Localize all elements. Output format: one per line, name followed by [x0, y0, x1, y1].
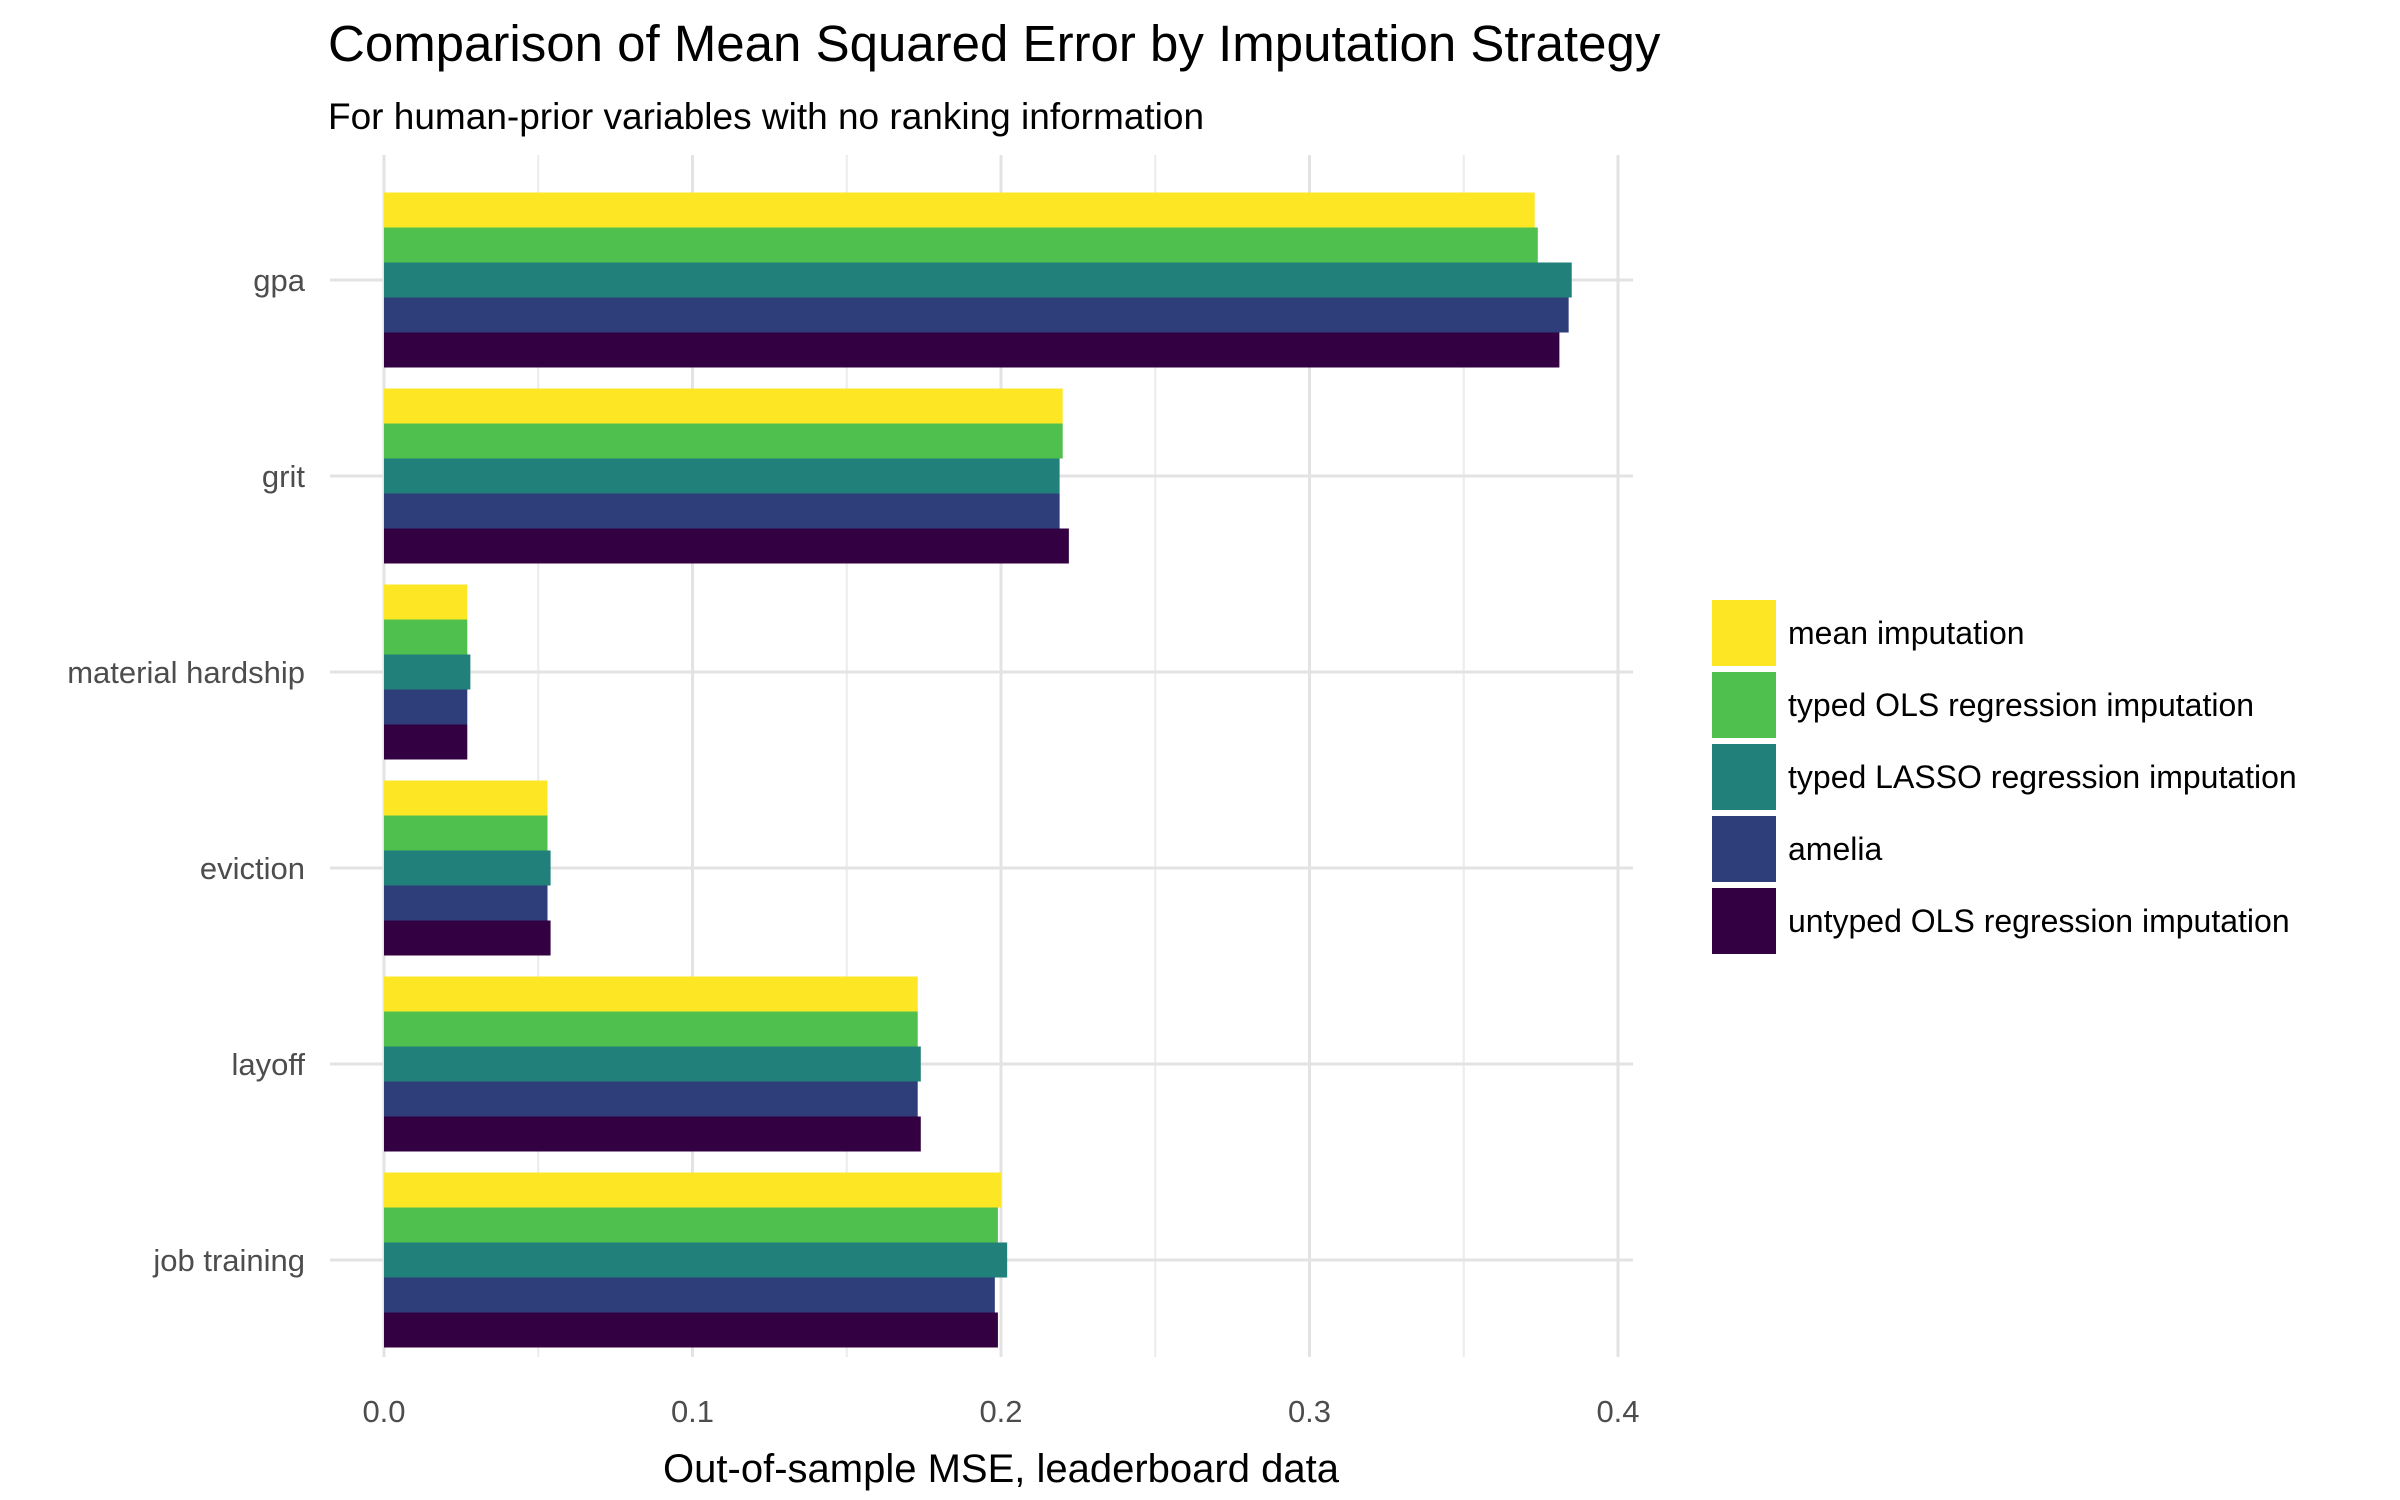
- legend-label: typed LASSO regression imputation: [1788, 759, 2297, 795]
- bar: [384, 780, 548, 816]
- legend-key: [1712, 672, 1776, 738]
- bar: [384, 262, 1572, 298]
- bar: [384, 192, 1535, 228]
- x-tick-label: 0.0: [362, 1394, 405, 1429]
- bar: [384, 1011, 918, 1047]
- legend-label: typed OLS regression imputation: [1788, 687, 2254, 723]
- x-tick-label: 0.2: [979, 1394, 1022, 1429]
- chart-title: Comparison of Mean Squared Error by Impu…: [328, 15, 1661, 72]
- bar: [384, 528, 1069, 564]
- bar: [384, 1207, 998, 1243]
- bar: [384, 1277, 995, 1313]
- y-tick-label: gpa: [253, 263, 305, 298]
- bar: [384, 458, 1060, 494]
- bar: [384, 689, 468, 725]
- bar: [384, 332, 1560, 368]
- bar: [384, 493, 1060, 529]
- bar: [384, 619, 468, 655]
- bar: [384, 388, 1063, 424]
- y-tick-label: job training: [152, 1243, 305, 1278]
- bar: [384, 724, 468, 760]
- bar: [384, 584, 468, 620]
- bar: [384, 885, 548, 921]
- bar: [384, 1081, 918, 1117]
- bar: [384, 297, 1569, 333]
- bar: [384, 654, 471, 690]
- legend-key: [1712, 744, 1776, 810]
- y-tick-label: eviction: [200, 851, 305, 886]
- chart-subtitle: For human-prior variables with no rankin…: [328, 96, 1205, 137]
- bar: [384, 815, 548, 851]
- bar: [384, 1242, 1008, 1278]
- bar: [384, 1172, 1001, 1208]
- legend-key: [1712, 816, 1776, 882]
- x-tick-label: 0.4: [1596, 1394, 1639, 1429]
- bar: [384, 1046, 921, 1082]
- y-tick-label: material hardship: [67, 655, 305, 690]
- legend-label: amelia: [1788, 831, 1882, 867]
- bar: [384, 976, 918, 1012]
- bar: [384, 423, 1063, 459]
- x-axis-title: Out-of-sample MSE, leaderboard data: [663, 1447, 1340, 1491]
- bar: [384, 920, 551, 956]
- bar: [384, 850, 551, 886]
- legend-key: [1712, 888, 1776, 954]
- x-tick-label: 0.3: [1288, 1394, 1331, 1429]
- y-tick-label: grit: [262, 459, 305, 494]
- bar: [384, 227, 1538, 263]
- y-tick-label: layoff: [231, 1047, 305, 1082]
- legend-label: untyped OLS regression imputation: [1788, 903, 2290, 939]
- legend-key: [1712, 600, 1776, 666]
- legend-label: mean imputation: [1788, 615, 2025, 651]
- bar: [384, 1116, 921, 1152]
- x-tick-label: 0.1: [671, 1394, 714, 1429]
- bar: [384, 1312, 998, 1348]
